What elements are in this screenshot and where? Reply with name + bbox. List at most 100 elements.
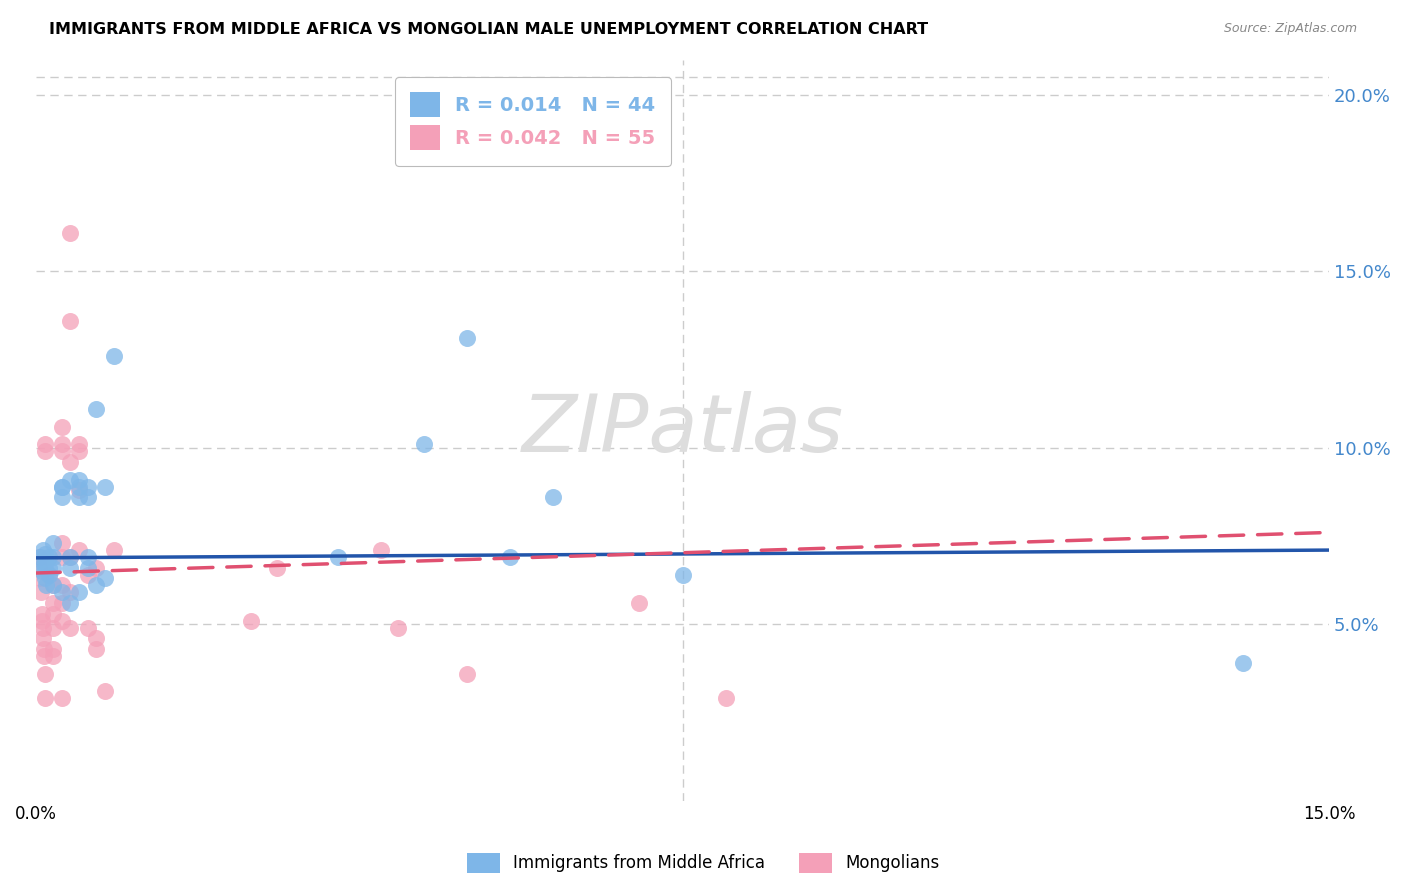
Text: Source: ZipAtlas.com: Source: ZipAtlas.com — [1223, 22, 1357, 36]
Point — [67, 437, 90, 451]
Point — [38, 550, 60, 565]
Point — [51, 479, 73, 493]
Point — [67, 490, 90, 504]
Point — [76, 567, 98, 582]
Point — [67, 473, 90, 487]
Point — [541, 490, 564, 504]
Point — [32, 648, 55, 663]
Point — [59, 314, 82, 328]
Point — [76, 490, 98, 504]
Point — [42, 621, 65, 635]
Point — [30, 585, 52, 599]
Point — [84, 578, 107, 592]
Point — [326, 550, 349, 565]
Point — [31, 564, 53, 578]
Point — [42, 536, 65, 550]
Point — [31, 632, 53, 646]
Point — [34, 691, 56, 706]
Point — [51, 479, 73, 493]
Point — [31, 607, 53, 621]
Point — [76, 479, 98, 493]
Point — [499, 550, 522, 565]
Point — [34, 554, 56, 568]
Point — [38, 567, 60, 582]
Point — [103, 349, 125, 363]
Point — [94, 479, 117, 493]
Point — [34, 560, 56, 574]
Point — [30, 571, 52, 585]
Point — [59, 226, 82, 240]
Text: ZIPatlas: ZIPatlas — [522, 391, 844, 469]
Point — [31, 543, 53, 558]
Point — [84, 632, 107, 646]
Point — [51, 596, 73, 610]
Point — [412, 437, 434, 451]
Point — [42, 550, 65, 565]
Point — [84, 401, 107, 416]
Point — [84, 641, 107, 656]
Point — [387, 621, 409, 635]
Point — [27, 560, 49, 574]
Point — [76, 560, 98, 574]
Point — [30, 550, 52, 565]
Point — [31, 614, 53, 628]
Point — [59, 550, 82, 565]
Point — [67, 479, 90, 493]
Point — [51, 490, 73, 504]
Point — [32, 641, 55, 656]
Point — [34, 571, 56, 585]
Point — [32, 558, 55, 572]
Point — [456, 331, 478, 345]
Point — [38, 560, 60, 574]
Point — [59, 560, 82, 574]
Point — [51, 578, 73, 592]
Point — [671, 567, 693, 582]
Point — [34, 444, 56, 458]
Point — [76, 621, 98, 635]
Point — [1232, 656, 1254, 670]
Point — [51, 536, 73, 550]
Point — [59, 585, 82, 599]
Point — [31, 621, 53, 635]
Point — [28, 550, 51, 565]
Point — [42, 648, 65, 663]
Point — [240, 614, 263, 628]
Point — [59, 550, 82, 565]
Point — [94, 684, 117, 698]
Point — [628, 596, 651, 610]
Point — [51, 614, 73, 628]
Point — [59, 473, 82, 487]
Point — [59, 621, 82, 635]
Point — [34, 547, 56, 561]
Point — [42, 596, 65, 610]
Legend: R = 0.014   N = 44, R = 0.042   N = 55: R = 0.014 N = 44, R = 0.042 N = 55 — [395, 77, 671, 166]
Point — [456, 666, 478, 681]
Point — [67, 543, 90, 558]
Point — [67, 483, 90, 497]
Point — [714, 691, 737, 706]
Point — [42, 607, 65, 621]
Point — [34, 437, 56, 451]
Point — [42, 641, 65, 656]
Point — [51, 437, 73, 451]
Point — [103, 543, 125, 558]
Point — [94, 571, 117, 585]
Point — [59, 596, 82, 610]
Point — [51, 585, 73, 599]
Point — [51, 444, 73, 458]
Point — [67, 585, 90, 599]
Point — [51, 691, 73, 706]
Point — [42, 560, 65, 574]
Point — [51, 419, 73, 434]
Point — [266, 560, 288, 574]
Point — [42, 578, 65, 592]
Point — [59, 455, 82, 469]
Text: IMMIGRANTS FROM MIDDLE AFRICA VS MONGOLIAN MALE UNEMPLOYMENT CORRELATION CHART: IMMIGRANTS FROM MIDDLE AFRICA VS MONGOLI… — [49, 22, 928, 37]
Point — [84, 560, 107, 574]
Point — [42, 578, 65, 592]
Point — [38, 550, 60, 565]
Point — [51, 550, 73, 565]
Point — [76, 550, 98, 565]
Legend: Immigrants from Middle Africa, Mongolians: Immigrants from Middle Africa, Mongolian… — [460, 847, 946, 880]
Point — [34, 666, 56, 681]
